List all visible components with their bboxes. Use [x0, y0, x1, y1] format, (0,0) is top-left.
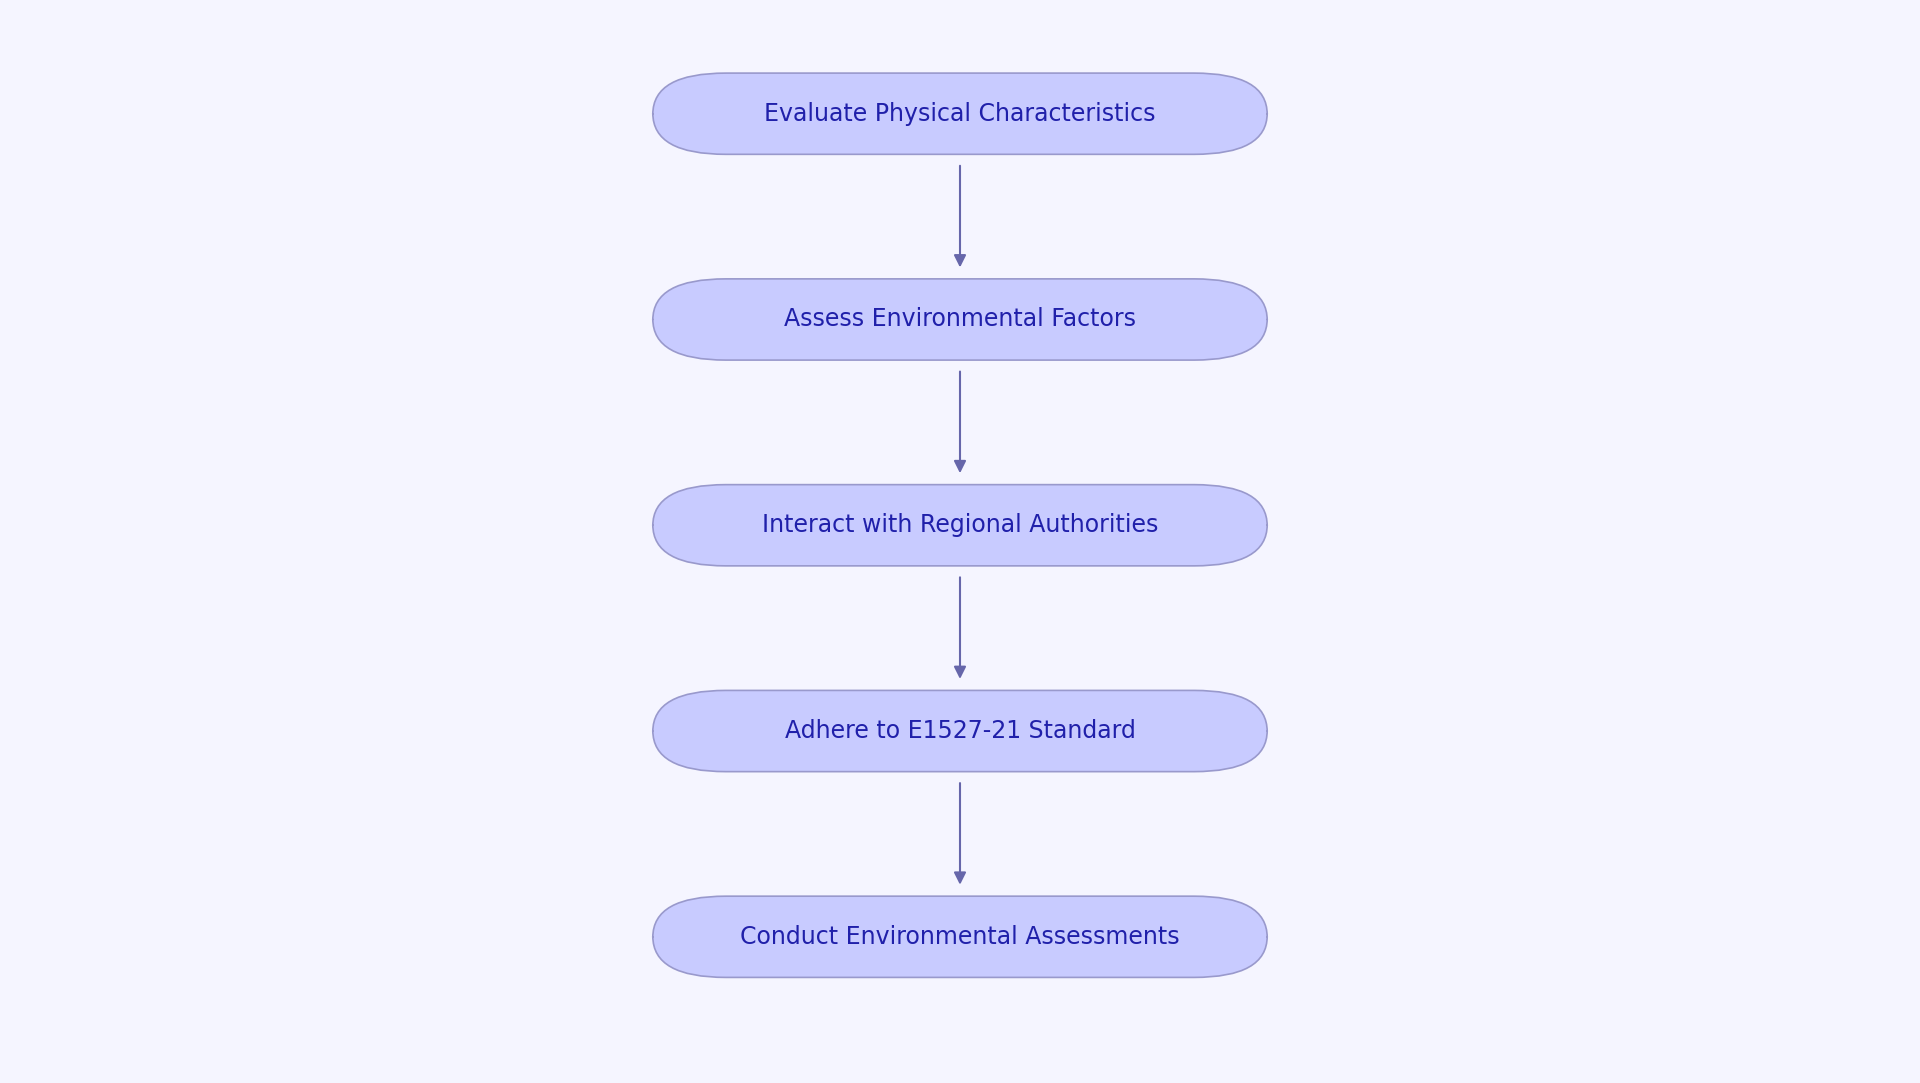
- FancyBboxPatch shape: [653, 691, 1267, 772]
- Text: Conduct Environmental Assessments: Conduct Environmental Assessments: [741, 925, 1179, 949]
- Text: Assess Environmental Factors: Assess Environmental Factors: [783, 308, 1137, 331]
- FancyBboxPatch shape: [653, 485, 1267, 565]
- FancyBboxPatch shape: [653, 74, 1267, 155]
- Text: Interact with Regional Authorities: Interact with Regional Authorities: [762, 513, 1158, 537]
- Text: Adhere to E1527-21 Standard: Adhere to E1527-21 Standard: [785, 719, 1135, 743]
- Text: Evaluate Physical Characteristics: Evaluate Physical Characteristics: [764, 102, 1156, 126]
- FancyBboxPatch shape: [653, 897, 1267, 977]
- FancyBboxPatch shape: [653, 278, 1267, 360]
